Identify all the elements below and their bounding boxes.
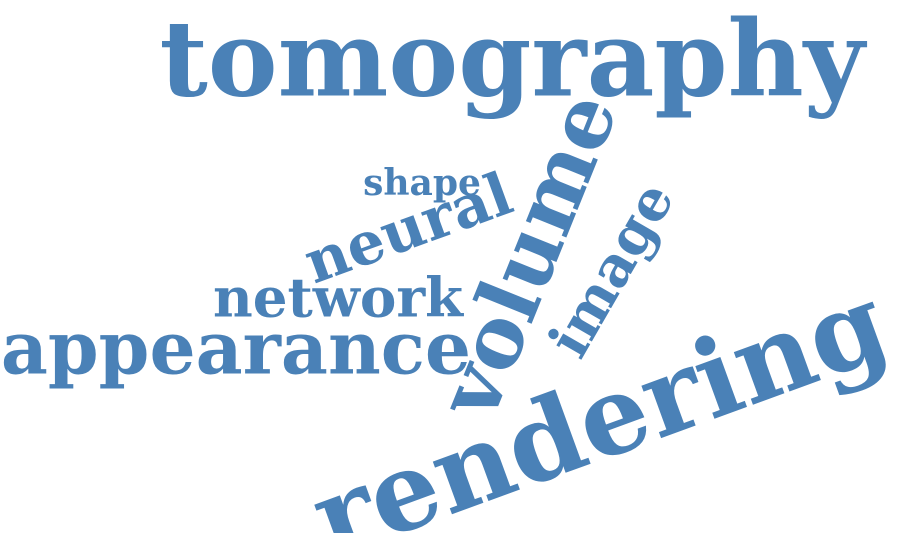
word-appearance: appearance [0, 306, 472, 392]
word-shape: shape [363, 162, 481, 204]
word-network: network [212, 265, 464, 330]
word-tomography: tomography [159, 0, 865, 121]
